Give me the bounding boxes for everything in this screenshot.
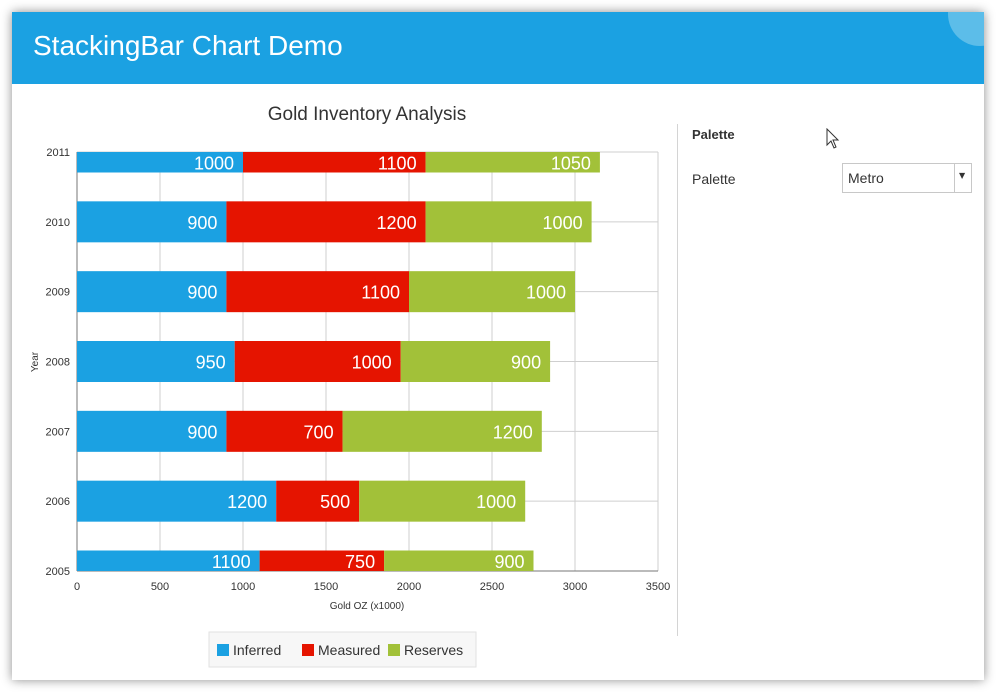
bar-segment bbox=[259, 550, 385, 571]
data-label: 1200 bbox=[227, 492, 267, 512]
legend-swatch bbox=[388, 644, 400, 656]
bar-segment bbox=[234, 341, 401, 382]
demo-window: StackingBar Chart Demo × Gold Inventory … bbox=[12, 12, 984, 680]
bar-segment bbox=[276, 480, 360, 522]
y-tick-label: 2007 bbox=[46, 426, 70, 438]
data-label: 1100 bbox=[361, 283, 400, 303]
data-label: 1000 bbox=[526, 283, 566, 303]
bar-segment bbox=[384, 550, 534, 571]
y-tick-label: 2011 bbox=[46, 147, 70, 159]
legend-label: Measured bbox=[318, 642, 380, 658]
x-tick-label: 2500 bbox=[480, 581, 504, 593]
panel-divider bbox=[677, 124, 678, 636]
data-label: 1000 bbox=[352, 353, 392, 373]
bar-segment bbox=[226, 410, 343, 452]
palette-select[interactable]: Metro ▼ bbox=[842, 163, 972, 193]
bar-segment bbox=[77, 201, 227, 243]
legend-swatch bbox=[217, 644, 229, 656]
data-label: 700 bbox=[304, 422, 334, 442]
bar-segment bbox=[226, 271, 409, 313]
data-label: 1200 bbox=[377, 213, 417, 233]
bar-segment bbox=[77, 410, 227, 452]
palette-label: Palette bbox=[692, 171, 736, 187]
bar-segment bbox=[342, 410, 542, 452]
bar-segment bbox=[77, 152, 243, 173]
bar-segment bbox=[409, 271, 575, 313]
data-label: 1000 bbox=[543, 213, 583, 233]
data-label: 1200 bbox=[493, 422, 533, 442]
bar-segment bbox=[400, 341, 551, 382]
legend-label: Reserves bbox=[404, 642, 463, 658]
x-axis-label: Gold OZ (x1000) bbox=[330, 601, 404, 612]
x-tick-label: 2000 bbox=[397, 581, 421, 593]
data-label: 750 bbox=[345, 552, 375, 572]
bar-segment bbox=[77, 341, 235, 382]
data-label: 900 bbox=[511, 353, 541, 373]
window-title: StackingBar Chart Demo bbox=[33, 30, 343, 61]
data-label: 900 bbox=[187, 422, 217, 442]
data-label: 950 bbox=[196, 353, 226, 373]
x-tick-label: 1500 bbox=[314, 581, 338, 593]
data-label: 500 bbox=[320, 492, 350, 512]
legend-label: Inferred bbox=[233, 642, 281, 658]
x-tick-label: 1000 bbox=[231, 581, 255, 593]
data-label: 900 bbox=[187, 283, 217, 303]
bar-segment bbox=[226, 201, 426, 243]
y-tick-label: 2009 bbox=[46, 287, 70, 299]
y-tick-label: 2008 bbox=[46, 357, 70, 369]
palette-dropdown-button[interactable]: ▼ bbox=[954, 164, 971, 192]
legend-box bbox=[208, 631, 477, 668]
y-tick-label: 2005 bbox=[46, 566, 70, 578]
bar-segment bbox=[425, 201, 592, 243]
x-tick-label: 0 bbox=[74, 581, 80, 593]
bar-segment bbox=[77, 271, 227, 313]
bar-segment bbox=[77, 480, 277, 522]
data-label: 1100 bbox=[212, 552, 251, 572]
x-tick-label: 500 bbox=[151, 581, 169, 593]
panel-heading: Palette bbox=[692, 127, 735, 142]
data-label: 900 bbox=[187, 213, 217, 233]
x-tick-label: 3000 bbox=[563, 581, 587, 593]
data-label: 1050 bbox=[551, 153, 591, 173]
data-label: 1000 bbox=[194, 153, 234, 173]
legend-swatch bbox=[302, 644, 314, 656]
y-tick-label: 2010 bbox=[46, 217, 70, 229]
data-label: 900 bbox=[494, 552, 524, 572]
stacking-bar-chart: Gold Inventory Analysis 1100 750 900 2005 120… bbox=[30, 104, 670, 668]
x-tick-label: 3500 bbox=[646, 581, 670, 593]
chevron-down-icon: ▼ bbox=[959, 171, 966, 180]
palette-select-value: Metro bbox=[848, 170, 884, 186]
chart-title: Gold Inventory Analysis bbox=[268, 104, 467, 125]
bar-segment bbox=[77, 550, 260, 571]
data-label: 1100 bbox=[378, 153, 417, 173]
data-label: 1000 bbox=[476, 492, 516, 512]
bar-segment bbox=[359, 480, 526, 522]
title-bar: StackingBar Chart Demo bbox=[12, 12, 984, 84]
mouse-cursor-icon bbox=[826, 128, 840, 149]
bar-segment bbox=[243, 152, 426, 173]
bar-segment bbox=[425, 152, 600, 173]
y-tick-label: 2006 bbox=[46, 496, 70, 508]
y-axis-label: Year bbox=[30, 351, 41, 372]
